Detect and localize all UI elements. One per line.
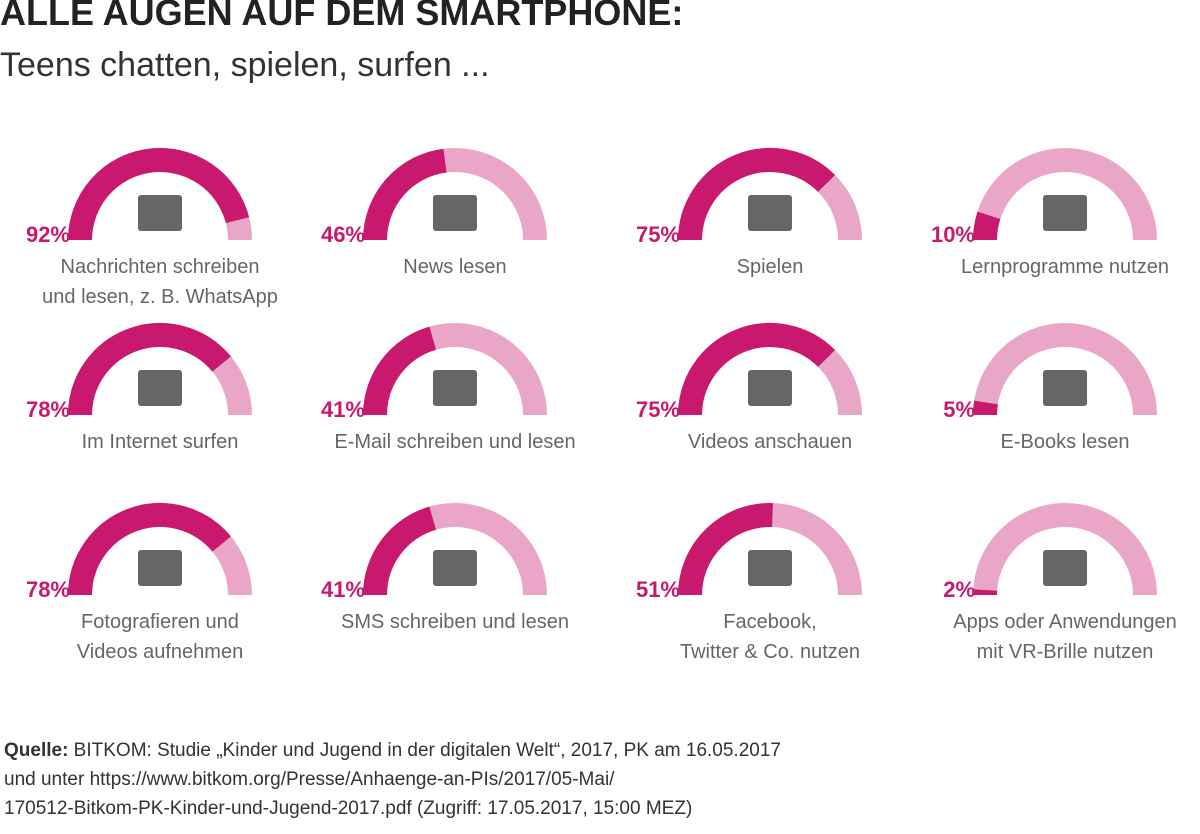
icon — [138, 550, 182, 586]
icon — [748, 370, 792, 406]
icon — [1043, 550, 1087, 586]
gauge-track — [973, 503, 1157, 596]
icon — [433, 550, 477, 586]
gauge-value — [363, 148, 447, 241]
value-label: 51% — [635, 577, 680, 602]
value-label: 78% — [25, 577, 70, 602]
value-label: 41% — [320, 577, 365, 602]
gauge-value — [363, 326, 437, 416]
category-label: SMS schreiben und lesen — [341, 611, 569, 633]
icon — [138, 195, 182, 231]
category-label: Apps oder Anwendungen mit VR-Brille nutz… — [953, 611, 1177, 663]
icon — [433, 195, 477, 231]
source: Quelle: BITKOM: Studie „Kinder und Jugen… — [4, 736, 781, 823]
icon — [1043, 195, 1087, 231]
gauge-value — [68, 148, 250, 241]
gauge-value — [68, 503, 231, 596]
category-label: News lesen — [403, 256, 507, 278]
category-label: Im Internet surfen — [81, 431, 239, 453]
value-label: 92% — [25, 222, 70, 247]
gauge-track — [973, 323, 1157, 416]
value-label: 46% — [320, 222, 365, 247]
icon — [138, 370, 182, 406]
category-label: Lernprogramme nutzen — [961, 256, 1169, 278]
icon — [1043, 370, 1087, 406]
source-label: Quelle: — [4, 740, 69, 761]
gauge-value — [973, 400, 998, 416]
category-label: E-Books lesen — [1000, 431, 1130, 453]
source-text: BITKOM: Studie „Kinder und Jugend in der… — [4, 740, 781, 819]
value-label: 75% — [635, 222, 680, 247]
value-label: 41% — [320, 397, 365, 422]
category-label: E-Mail schreiben und lesen — [334, 431, 576, 453]
category-label: Spielen — [736, 256, 804, 278]
icon — [748, 550, 792, 586]
category-label: Nachrichten schreiben und lesen, z. B. W… — [42, 256, 278, 308]
gauge-track — [973, 148, 1157, 241]
chart-subtitle: Teens chatten, spielen, surfen ... — [0, 46, 490, 84]
category-label: Videos anschauen — [687, 431, 853, 453]
value-label: 75% — [635, 397, 680, 422]
value-label: 2% — [943, 577, 975, 602]
gauge-value — [678, 323, 836, 416]
gauge-value — [678, 503, 773, 596]
chart-title: ALLE AUGEN AUF DEM SMARTPHONE: — [0, 0, 684, 33]
category-label: Facebook, Twitter & Co. nutzen — [679, 611, 861, 663]
gauge-value — [363, 506, 437, 596]
icon — [748, 195, 792, 231]
value-label: 78% — [25, 397, 70, 422]
value-label: 10% — [930, 222, 975, 247]
icon — [433, 370, 477, 406]
gauge-value — [973, 211, 1001, 241]
category-label: Fotografieren und Videos aufnehmen — [76, 611, 244, 663]
value-label: 5% — [943, 397, 975, 422]
gauge-value — [68, 323, 231, 416]
gauge-value — [678, 148, 836, 241]
